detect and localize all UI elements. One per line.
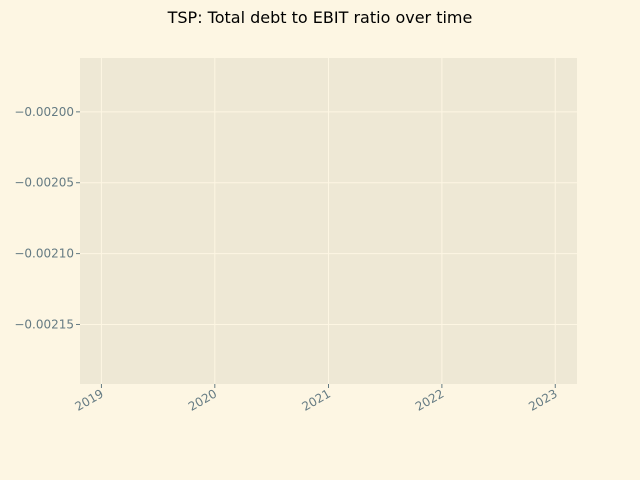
chart-title: TSP: Total debt to EBIT ratio over time [167,8,473,27]
x-tick-label: 2022 [413,386,446,413]
x-tick-label: 2023 [526,386,559,413]
y-tick-label: −0.00215 [14,317,74,331]
x-tick-label: 2020 [186,386,219,413]
x-tick-label: 2021 [300,386,333,413]
x-tick-label: 2019 [72,386,105,413]
y-tick-label: −0.00210 [14,247,74,261]
y-tick-label: −0.00200 [14,105,74,119]
y-tick-label: −0.00205 [14,176,74,190]
